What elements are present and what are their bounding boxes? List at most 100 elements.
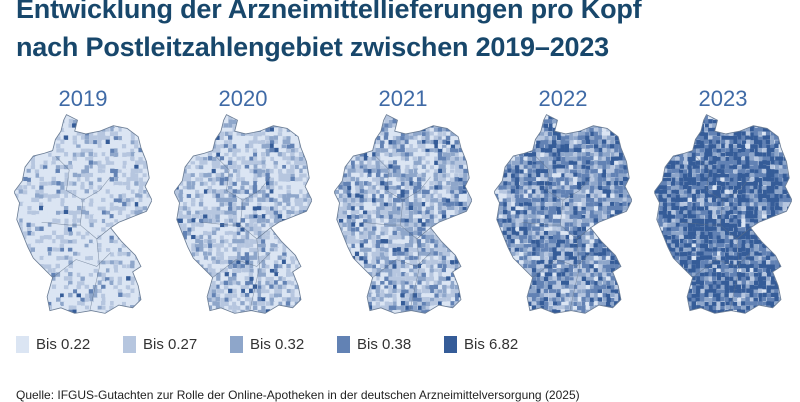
postcode-area (421, 277, 425, 281)
postcode-area (397, 123, 401, 127)
postcode-area (393, 281, 397, 285)
postcode-area (303, 240, 307, 244)
postcode-area (147, 244, 151, 248)
postcode-area (515, 116, 519, 120)
postcode-area (81, 268, 85, 272)
postcode-area (126, 136, 130, 140)
postcode-area (134, 289, 138, 293)
postcode-area (425, 186, 429, 190)
postcode-area (455, 227, 459, 231)
postcode-area (224, 239, 228, 243)
postcode-area (118, 148, 122, 152)
postcode-area (68, 272, 72, 276)
postcode-area (343, 280, 347, 284)
postcode-area (261, 160, 265, 164)
postcode-area (199, 165, 203, 169)
postcode-area (56, 198, 60, 202)
postcode-area (438, 310, 442, 314)
postcode-area (118, 281, 122, 285)
postcode-area (417, 227, 421, 231)
postcode-area (426, 223, 430, 227)
postcode-area (287, 156, 291, 160)
postcode-area (114, 243, 118, 247)
postcode-area (343, 214, 347, 218)
postcode-area (35, 120, 39, 124)
postcode-area (307, 268, 311, 272)
postcode-area (148, 128, 152, 132)
postcode-area (401, 301, 405, 305)
postcode-area (253, 185, 257, 189)
postcode-area (520, 119, 524, 123)
postcode-area (455, 247, 459, 251)
postcode-area (134, 227, 138, 231)
postcode-area (434, 294, 438, 298)
postcode-area (105, 235, 109, 239)
postcode-area (18, 280, 22, 284)
postcode-area (253, 206, 257, 210)
postcode-area (44, 215, 48, 219)
postcode-area (43, 244, 47, 248)
postcode-area (151, 235, 152, 239)
postcode-area (208, 264, 212, 268)
postcode-area (414, 210, 418, 214)
postcode-area (31, 293, 35, 297)
postcode-area (216, 145, 220, 149)
postcode-area (397, 280, 401, 284)
postcode-area (143, 132, 147, 136)
postcode-area (421, 123, 425, 127)
postcode-area (262, 144, 266, 148)
postcode-area (455, 144, 459, 148)
postcode-area (208, 173, 212, 177)
postcode-area (278, 120, 282, 124)
postcode-area (126, 152, 130, 156)
postcode-area (220, 293, 224, 297)
postcode-area (241, 252, 245, 256)
postcode-area (143, 281, 147, 285)
postcode-area (421, 243, 425, 247)
postcode-area (27, 306, 31, 310)
postcode-area (151, 247, 152, 251)
postcode-area (14, 202, 18, 206)
postcode-area (257, 148, 261, 152)
postcode-area (31, 115, 35, 119)
postcode-area (404, 222, 408, 226)
postcode-area (179, 264, 183, 268)
postcode-area (228, 198, 232, 202)
postcode-area (179, 256, 183, 260)
postcode-area (224, 285, 228, 289)
postcode-area (39, 186, 43, 190)
postcode-area (368, 194, 372, 198)
postcode-area (27, 214, 31, 218)
postcode-area (573, 115, 577, 119)
postcode-area (346, 132, 350, 136)
postcode-area (122, 297, 126, 301)
postcode-area (64, 152, 68, 156)
postcode-area (381, 256, 385, 260)
postcode-area (122, 206, 126, 210)
postcode-area (282, 297, 286, 301)
postcode-area (31, 232, 35, 236)
year-label: 2021 (328, 86, 478, 112)
postcode-area (459, 227, 463, 231)
postcode-area (463, 202, 467, 206)
postcode-area (23, 268, 27, 272)
postcode-area (467, 123, 471, 127)
postcode-area (355, 157, 359, 161)
postcode-area (212, 173, 216, 177)
postcode-area (114, 289, 118, 293)
postcode-area (459, 301, 463, 305)
postcode-area (384, 152, 388, 156)
postcode-area (249, 116, 253, 120)
postcode-area (102, 243, 106, 247)
postcode-area (294, 160, 298, 164)
postcode-area (18, 248, 22, 252)
postcode-area (278, 268, 282, 272)
postcode-area (249, 178, 253, 182)
postcode-area (429, 131, 433, 135)
postcode-area (207, 214, 211, 218)
postcode-area (135, 235, 139, 239)
postcode-area (77, 115, 81, 119)
postcode-area (334, 236, 338, 240)
postcode-area (118, 144, 122, 148)
postcode-area (495, 115, 499, 119)
